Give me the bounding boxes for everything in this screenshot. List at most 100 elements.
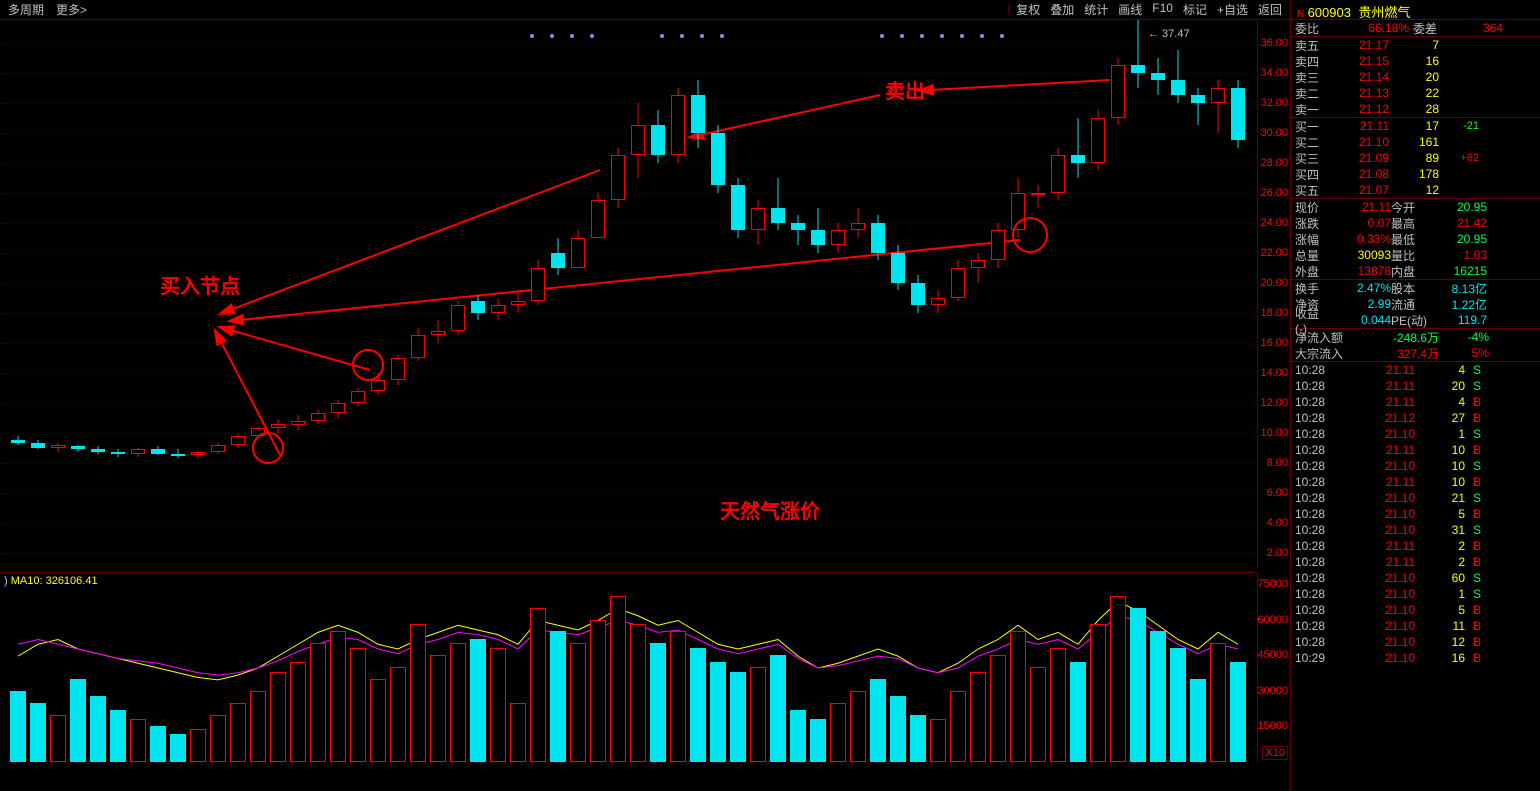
menu-item[interactable]: +自选 [1213,1,1252,18]
menu-item[interactable]: 返回 [1254,1,1286,18]
volume-bar[interactable] [570,643,586,762]
volume-bar[interactable] [70,679,86,762]
menu-item[interactable]: 复权 [1012,1,1044,18]
volume-bar[interactable] [290,662,306,762]
volume-bar[interactable] [1130,608,1146,762]
candle[interactable] [1230,80,1246,148]
volume-bar[interactable] [10,691,26,762]
candle[interactable] [930,290,946,313]
candle[interactable] [750,200,766,245]
candle[interactable] [550,238,566,276]
candle[interactable] [90,446,106,454]
menu-item[interactable]: 多周期 [4,1,48,18]
candle[interactable] [630,103,646,178]
candle[interactable] [470,295,486,321]
candle[interactable] [810,208,826,253]
candle[interactable] [210,443,226,454]
volume-bar[interactable] [770,655,786,762]
volume-bar[interactable] [390,667,406,762]
candle[interactable] [450,301,466,336]
volume-bar[interactable] [950,691,966,762]
volume-bar[interactable] [990,655,1006,762]
candle[interactable] [890,245,906,290]
volume-bar[interactable] [210,715,226,763]
volume-bar[interactable] [730,672,746,762]
volume-bar[interactable] [910,715,926,763]
volume-bar[interactable] [330,631,346,762]
volume-bar[interactable] [1110,596,1126,762]
volume-bar[interactable] [110,710,126,762]
volume-bar[interactable] [1210,643,1226,762]
volume-bar[interactable] [830,703,846,762]
candle[interactable] [1190,88,1206,126]
candle[interactable] [270,419,286,433]
candle[interactable] [730,178,746,238]
volume-bar[interactable] [810,719,826,762]
volume-bar[interactable] [550,631,566,762]
candle[interactable] [1050,148,1066,201]
volume-bar[interactable] [170,734,186,763]
candle[interactable] [190,451,206,459]
candle[interactable] [230,434,246,448]
candle[interactable] [790,215,806,245]
volume-bar[interactable] [150,726,166,762]
volume-bar[interactable] [610,596,626,762]
volume-bar[interactable] [350,648,366,762]
volume-bar[interactable] [450,643,466,762]
menu-item[interactable]: 更多> [52,1,91,18]
volume-bar[interactable] [430,655,446,762]
volume-bar[interactable] [410,624,426,762]
volume-bar[interactable] [630,624,646,762]
volume-bar[interactable] [310,643,326,762]
volume-bar[interactable] [530,608,546,762]
candle[interactable] [110,449,126,457]
candle[interactable] [1130,20,1146,87]
candle[interactable] [830,223,846,253]
volume-bar[interactable] [930,719,946,762]
candle[interactable] [910,275,926,313]
candlestick-chart[interactable]: ← 37.47买入节点卖出天然气涨价 [0,20,1258,568]
candle[interactable] [330,400,346,418]
volume-bar[interactable] [750,667,766,762]
candle[interactable] [850,208,866,238]
volume-bar[interactable] [650,643,666,762]
volume-bar[interactable] [90,696,106,763]
candle[interactable] [1070,118,1086,178]
volume-bar[interactable] [1230,662,1246,762]
candle[interactable] [1170,50,1186,103]
volume-bar[interactable] [30,703,46,762]
stock-title[interactable]: N 600903 贵州燃气 [1291,0,1540,20]
volume-panel[interactable]: ) MA10: 326106.41 [0,572,1258,762]
volume-bar[interactable] [1070,662,1086,762]
volume-bar[interactable] [1170,648,1186,762]
menu-item[interactable]: 画线 [1114,1,1146,18]
volume-bar[interactable] [710,662,726,762]
candle[interactable] [1110,58,1126,126]
candle[interactable] [30,440,46,449]
candle[interactable] [170,449,186,458]
volume-bar[interactable] [1150,631,1166,762]
candle[interactable] [1090,110,1106,170]
menu-item[interactable]: 叠加 [1046,1,1078,18]
volume-bar[interactable] [510,703,526,762]
volume-bar[interactable] [890,696,906,763]
candle[interactable] [290,415,306,430]
candle[interactable] [530,260,546,305]
candle[interactable] [310,410,326,424]
volume-bar[interactable] [190,729,206,762]
volume-bar[interactable] [490,648,506,762]
volume-bar[interactable] [1030,667,1046,762]
candle[interactable] [510,290,526,313]
volume-bar[interactable] [1050,648,1066,762]
candle[interactable] [50,443,66,452]
candle[interactable] [770,178,786,231]
candle[interactable] [490,298,506,321]
volume-bar[interactable] [850,691,866,762]
candle[interactable] [590,193,606,238]
menu-item[interactable]: 统计 [1080,1,1112,18]
menu-item[interactable]: 标记 [1179,1,1211,18]
volume-bar[interactable] [590,620,606,763]
volume-bar[interactable] [50,715,66,763]
candle[interactable] [650,110,666,163]
candle[interactable] [390,355,406,385]
